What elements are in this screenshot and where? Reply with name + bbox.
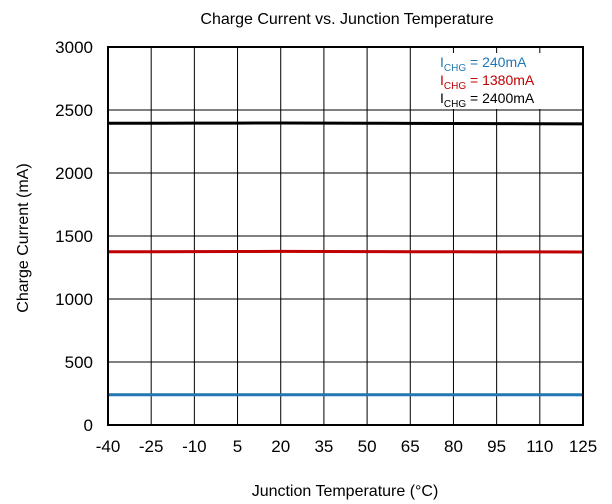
series-lines <box>108 121 584 397</box>
y-tick-label: 1500 <box>55 227 93 246</box>
y-tick-label: 2000 <box>55 164 93 183</box>
x-axis-title: Junction Temperature (°C) <box>252 483 439 500</box>
y-tick-label: 1000 <box>55 290 93 309</box>
x-tick-label: 50 <box>358 437 377 456</box>
grid <box>108 47 583 425</box>
x-tick-label: -25 <box>139 437 164 456</box>
x-tick-label: -40 <box>96 437 121 456</box>
x-tick-label: 5 <box>233 437 242 456</box>
legend-entry: ICHG = 2400mA <box>440 90 535 110</box>
y-axis-title: Charge Current (mA) <box>15 163 32 312</box>
x-tick-label: 110 <box>526 437 553 456</box>
y-tick-labels: 0 500 1000 1500 2000 2500 3000 <box>55 38 93 435</box>
series-line <box>108 249 584 254</box>
y-tick-label: 3000 <box>55 38 93 57</box>
x-tick-label: 20 <box>271 437 290 456</box>
x-tick-label: 95 <box>487 437 506 456</box>
y-tick-label: 2500 <box>55 101 93 120</box>
x-tick-label: 125 <box>569 437 597 456</box>
plot-frame <box>107 46 584 426</box>
x-tick-label: 35 <box>314 437 333 456</box>
series-line <box>108 121 584 126</box>
legend-background <box>436 53 574 109</box>
chart-title: Charge Current vs. Junction Temperature <box>200 11 493 28</box>
legend-entry: ICHG = 1380mA <box>440 72 535 92</box>
y-tick-label: 500 <box>65 353 93 372</box>
x-tick-label: 80 <box>444 437 463 456</box>
legend-entry: ICHG = 240mA <box>440 54 527 74</box>
x-tick-label: 65 <box>401 437 420 456</box>
y-tick-label: 0 <box>84 416 93 435</box>
x-tick-labels: -40 -25 -10 5 20 35 50 65 80 95 110 125 <box>96 437 597 456</box>
x-tick-label: -10 <box>182 437 207 456</box>
